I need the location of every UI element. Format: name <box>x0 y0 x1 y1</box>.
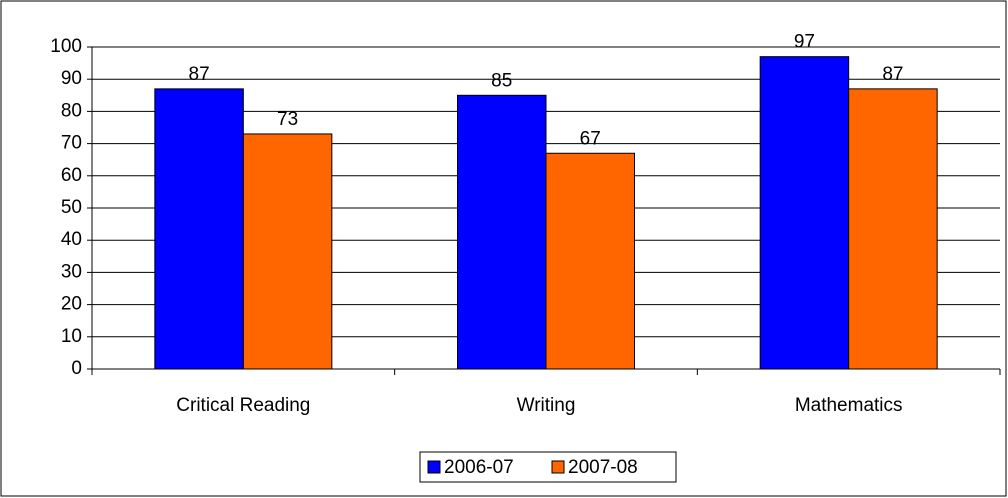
x-tick-label: Writing <box>517 395 576 416</box>
y-tick-label: 60 <box>61 165 82 186</box>
bar <box>848 88 938 370</box>
bar <box>457 94 547 370</box>
bar <box>759 56 850 370</box>
y-tick-label: 50 <box>61 197 82 218</box>
bar <box>242 133 333 370</box>
y-tick-label: 0 <box>71 358 82 379</box>
value-label: 87 <box>189 64 210 85</box>
legend-box <box>419 451 677 483</box>
value-label: 87 <box>882 64 903 85</box>
bar <box>154 88 244 370</box>
y-tick-label: 100 <box>50 36 82 57</box>
y-tick-label: 70 <box>61 133 82 154</box>
y-tick-label: 10 <box>61 326 82 347</box>
legend-label: 2007-08 <box>568 457 638 478</box>
legend-label: 2006-07 <box>444 457 514 478</box>
bar <box>545 152 635 370</box>
value-label: 73 <box>277 109 298 130</box>
legend-swatch <box>551 460 565 474</box>
y-tick-label: 40 <box>61 229 82 250</box>
x-tick-label: Mathematics <box>795 395 903 416</box>
y-tick-label: 80 <box>61 100 82 121</box>
y-tick-label: 20 <box>61 294 82 315</box>
legend-swatch <box>427 460 441 474</box>
value-label: 67 <box>580 128 601 149</box>
y-tick-label: 90 <box>61 68 82 89</box>
y-tick-label: 30 <box>61 261 82 282</box>
value-label: 97 <box>794 32 815 53</box>
value-label: 85 <box>491 70 512 91</box>
x-tick-label: Critical Reading <box>176 395 310 416</box>
